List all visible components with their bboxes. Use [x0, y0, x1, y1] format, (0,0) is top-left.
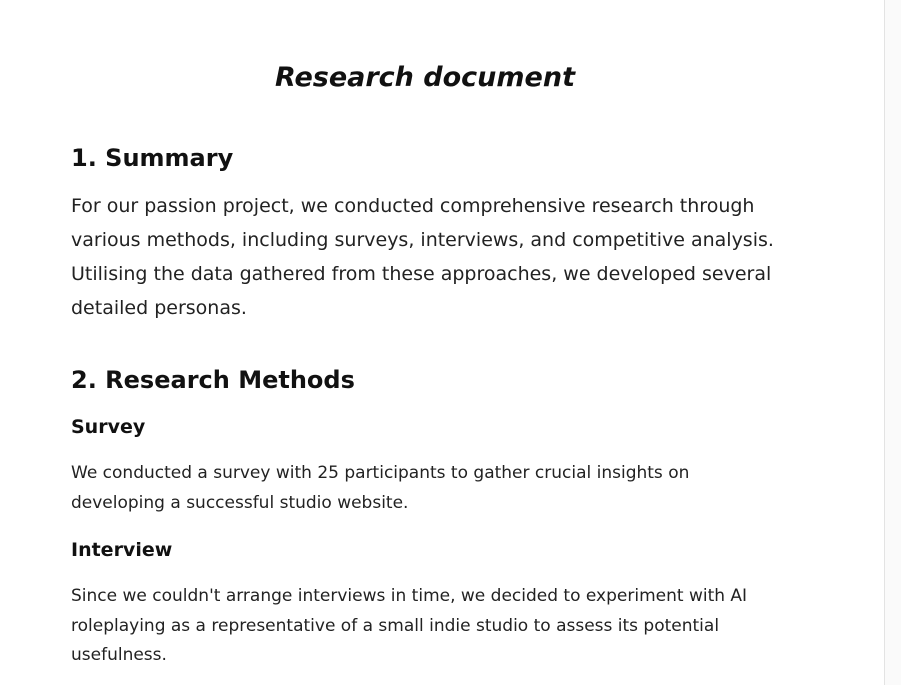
subsection-heading-interview: Interview	[71, 539, 173, 561]
section-heading-research-methods: 2. Research Methods	[71, 366, 355, 394]
section-heading-summary: 1. Summary	[71, 144, 234, 172]
survey-paragraph: We conducted a survey with 25 participan…	[71, 463, 690, 513]
document-title: Research document	[275, 62, 575, 93]
summary-paragraph: For our passion project, we conducted co…	[71, 195, 774, 319]
vertical-scrollbar[interactable]	[884, 0, 901, 685]
subsection-heading-survey: Survey	[71, 416, 146, 438]
interview-paragraph: Since we couldn't arrange interviews in …	[71, 586, 748, 665]
